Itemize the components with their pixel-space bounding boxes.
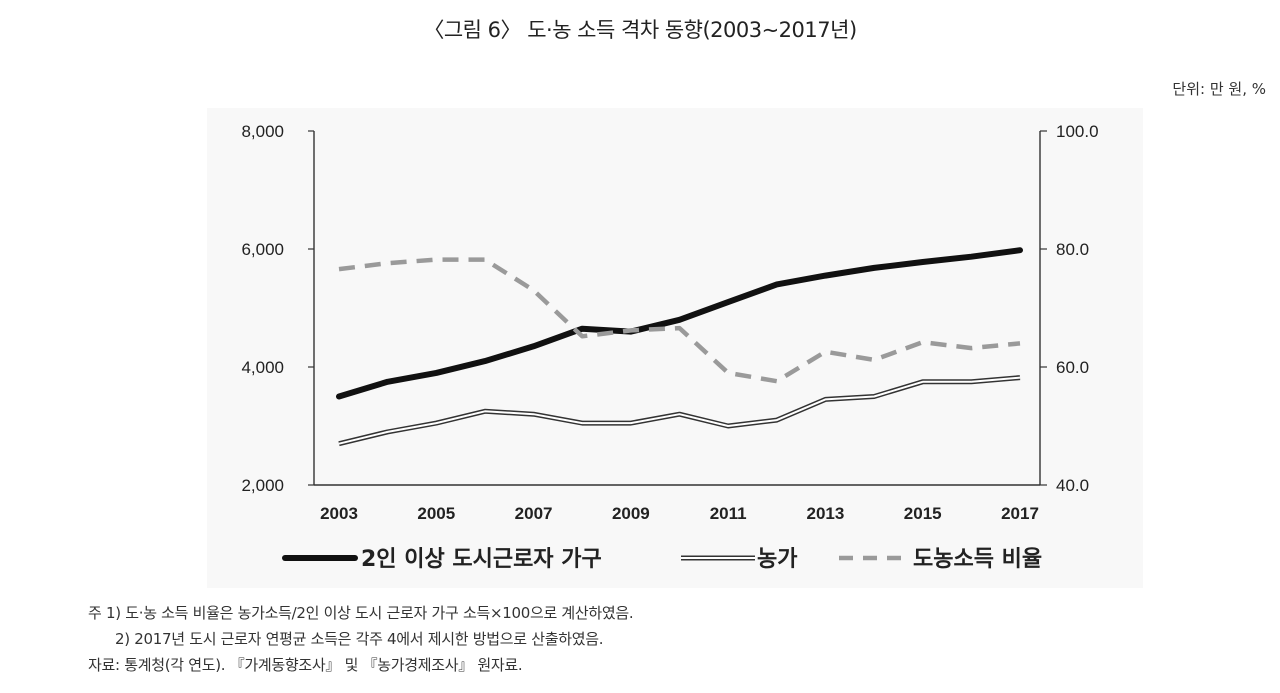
right-tick-label: 40.0 [1056,476,1089,495]
series-line-urban [336,247,1023,400]
right-tick-label: 100.0 [1056,122,1099,141]
x-tick-label: 2005 [417,504,455,523]
right-tick-label: 60.0 [1056,358,1089,377]
left-tick-label: 2,000 [241,476,284,495]
note-1: 주 1) 도·농 소득 비율은 농가소득/2인 이상 도시 근로자 가구 소득×… [88,604,634,622]
x-tick-label: 2003 [320,504,358,523]
legend-label-farm: 농가 [757,547,797,572]
x-tick-label: 2015 [904,504,942,523]
x-tick-label: 2007 [515,504,553,523]
legend-label-urban: 2인 이상 도시근로자 가구 [361,547,602,572]
source-note: 자료: 통계청(각 연도). 『가계동향조사』 및 『농가경제조사』 원자료. [88,656,523,674]
unit-label: 단위: 만 원, % [1172,80,1266,98]
legend-label-ratio: 도농소득 비율 [913,547,1042,572]
x-tick-label: 2009 [612,504,650,523]
figure-title: 〈그림 6〉 도·농 소득 격차 동향(2003∼2017년) [423,18,857,42]
chart-area: 2,000 4,000 6,000 8,000 40.0 60.0 80.0 100.0 200… [207,108,1143,588]
left-tick-label: 4,000 [241,358,284,377]
x-tick-label: 2013 [807,504,845,523]
legend: 2인 이상 도시근로자 가구 농가 도농소득 비율 [282,547,1042,572]
x-tick-label: 2017 [1001,504,1039,523]
series-line-farm-inner [338,376,1021,445]
note-2: 2) 2017년 도시 근로자 연평균 소득은 각주 4에서 제시한 방법으로 … [115,630,604,648]
left-tick-label: 8,000 [241,122,284,141]
series-line-farm [338,375,1021,447]
left-tick-label: 6,000 [241,240,284,259]
x-tick-label: 2011 [710,504,747,523]
line-chart: 2,000 4,000 6,000 8,000 40.0 60.0 80.0 100.0 200… [241,122,1099,572]
figure-notes: 주 1) 도·농 소득 비율은 농가소득/2인 이상 도시 근로자 가구 소득×… [88,600,634,678]
right-tick-label: 80.0 [1056,240,1089,259]
